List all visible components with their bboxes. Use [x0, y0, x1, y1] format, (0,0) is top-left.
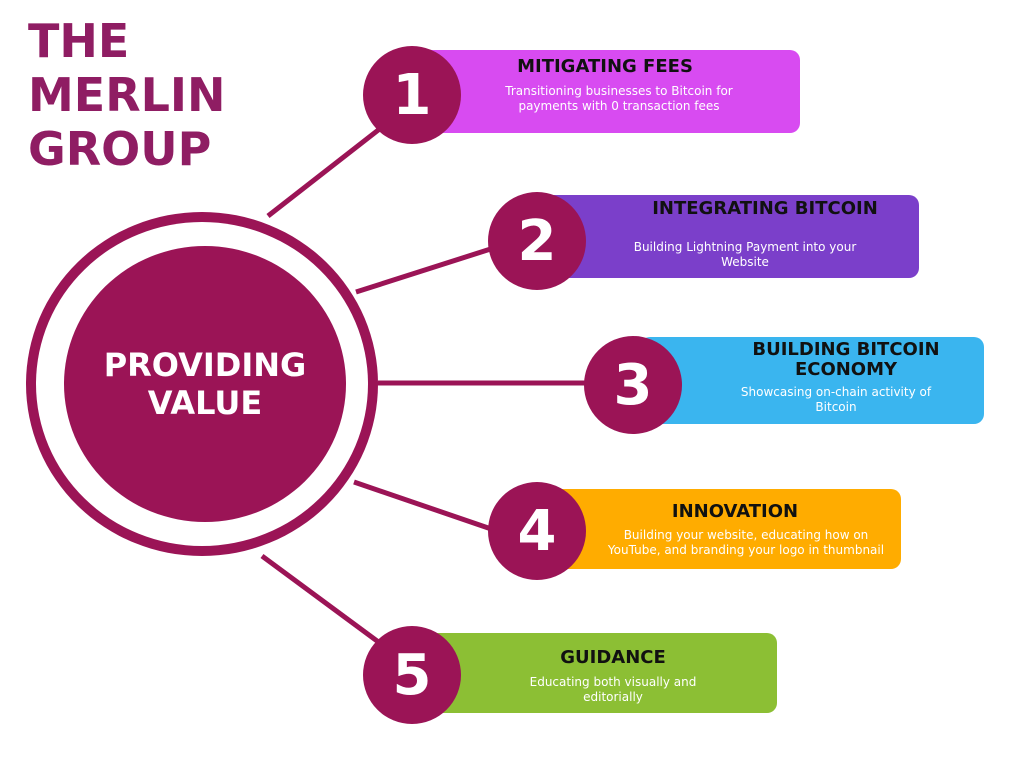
item-card-1: MITIGATING FEES Transitioning businesses… [420, 50, 800, 133]
brand-title: THE MERLIN GROUP [28, 14, 226, 176]
center-label: PROVIDING VALUE [104, 346, 307, 422]
connector-2 [355, 243, 501, 295]
brand-line-1: THE [28, 14, 130, 68]
item-number-4: 4 [488, 482, 586, 580]
brand-line-3: GROUP [28, 122, 212, 176]
connector-5 [260, 553, 394, 655]
item-number-1: 1 [363, 46, 461, 144]
item-title-1: MITIGATING FEES [517, 56, 693, 77]
item-title-5: GUIDANCE [560, 647, 666, 668]
item-description-3: Showcasing on-chain activity of Bitcoin [740, 385, 932, 414]
connector-4 [353, 479, 501, 535]
center-circle: PROVIDING VALUE [64, 246, 346, 522]
item-description-1: Transitioning businesses to Bitcoin for … [505, 84, 733, 113]
item-description-5: Educating both visually and editorially [529, 675, 697, 704]
item-card-4: INNOVATION Building your website, educat… [540, 489, 901, 569]
item-number-2: 2 [488, 192, 586, 290]
item-card-5: GUIDANCE Educating both visually and edi… [420, 633, 777, 713]
connector-1 [266, 115, 397, 218]
item-number-3: 3 [584, 336, 682, 434]
item-number-5: 5 [363, 626, 461, 724]
item-description-2: Building Lightning Payment into your Web… [633, 240, 857, 269]
brand-line-2: MERLIN [28, 68, 226, 122]
item-title-4: INNOVATION [671, 501, 799, 522]
item-title-3: BUILDING BITCOIN ECONOMY [752, 339, 940, 380]
item-title-2: INTEGRATING BITCOIN [652, 198, 878, 219]
center-label-line-2: VALUE [147, 384, 263, 422]
item-card-3: BUILDING BITCOIN ECONOMY Showcasing on-c… [640, 337, 984, 424]
center-label-line-1: PROVIDING [103, 346, 307, 384]
item-card-2: INTEGRATING BITCOIN Building Lightning P… [540, 195, 919, 278]
item-description-4: Building your website, educating how on … [607, 528, 885, 557]
